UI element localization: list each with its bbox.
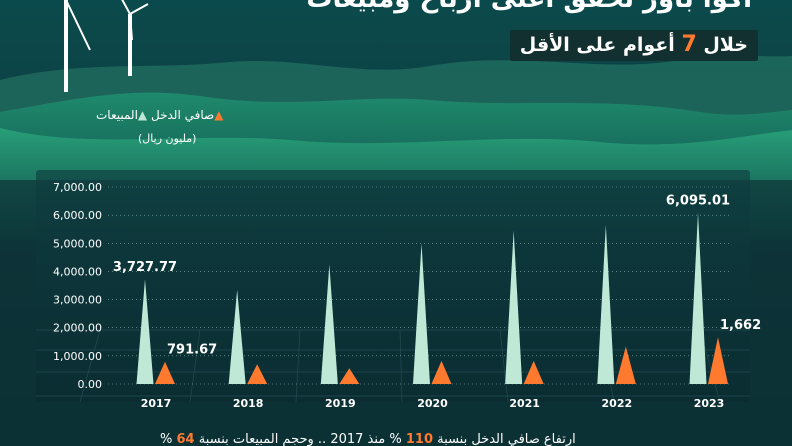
sales-legend-icon: ▲ (137, 108, 148, 122)
data-labels: 3,727.77 791.67 6,095.01 1,662 (113, 193, 761, 357)
sales-bar (689, 212, 707, 384)
y-tick-label: 7,000.00 (53, 181, 102, 194)
net-income-bar (431, 360, 452, 384)
net-income-bar (523, 360, 544, 384)
sales-legend-label: المبيعات (96, 108, 138, 122)
sales-bar (413, 243, 430, 384)
wind-turbine-icon (64, 0, 149, 92)
net-income-legend-label: صافي الدخل (150, 108, 215, 122)
footer-note: ارتفاع صافي الدخل بنسبة 110 % منذ 2017 .… (160, 432, 576, 446)
x-tick-label: 2021 (509, 397, 540, 410)
chart-plate (36, 170, 750, 402)
y-tick-label: 1,000.00 (53, 350, 102, 363)
y-tick-label: 6,000.00 (53, 209, 102, 222)
footer-text-c: % (160, 432, 173, 446)
subtitle-suffix: أعوام على الأقل (519, 34, 675, 56)
x-tick-label: 2023 (694, 397, 725, 410)
net-income-bar (155, 361, 175, 384)
headline: أكوا باور تحقق أعلى أرباح ومبيعات (306, 0, 752, 14)
x-tick-label: 2020 (417, 397, 448, 410)
x-tick-label: 2018 (233, 397, 264, 410)
y-tick-label: 5,000.00 (53, 237, 102, 250)
data-label: 791.67 (167, 343, 217, 358)
sales-bar (136, 279, 154, 384)
footer-text-b: % منذ 2017 .. وحجم المبيعات بنسبة (198, 432, 402, 446)
y-tick-label: 3,000.00 (53, 294, 102, 307)
sales-bar (320, 264, 338, 384)
net-income-bar (339, 368, 360, 384)
footer-text-a: ارتفاع صافي الدخل بنسبة (437, 432, 576, 446)
data-label: 6,095.01 (666, 193, 730, 208)
sales-bar (597, 224, 615, 384)
net-income-bar (708, 337, 728, 384)
sales-bar (228, 289, 246, 384)
x-axis-labels: 2017 2018 2019 2020 2021 2022 2023 (141, 397, 725, 410)
footer-number-a: 110 (405, 432, 434, 446)
x-tick-label: 2022 (602, 397, 633, 410)
net-income-legend-icon: ▲ (214, 108, 224, 122)
solar-panel-grid (36, 329, 750, 403)
subtitle-banner: خلال 7 أعوام على الأقل (509, 30, 758, 61)
x-tick-label: 2017 (141, 397, 172, 410)
subtitle-prefix: خلال (703, 34, 748, 56)
net-income-bar (615, 346, 636, 384)
unit-label: (مليون ريال) (138, 132, 197, 145)
footer-number-b: 64 (176, 432, 195, 446)
bars (136, 212, 728, 384)
chart-legend: ▲صافي الدخل ▲المبيعات (96, 108, 223, 122)
x-tick-label: 2019 (325, 397, 356, 410)
data-label: 3,727.77 (113, 260, 177, 275)
data-label: 1,662 (720, 318, 761, 333)
sales-bar (505, 230, 523, 384)
y-tick-label: 4,000.00 (53, 265, 102, 278)
net-income-bar (247, 364, 268, 384)
y-tick-label: 0.00 (78, 378, 103, 391)
y-axis-ticks: 0.00 1,000.00 2,000.00 3,000.00 4,000.00 5,00… (53, 181, 102, 391)
y-tick-label: 2,000.00 (53, 322, 102, 335)
subtitle-number: 7 (681, 32, 697, 57)
